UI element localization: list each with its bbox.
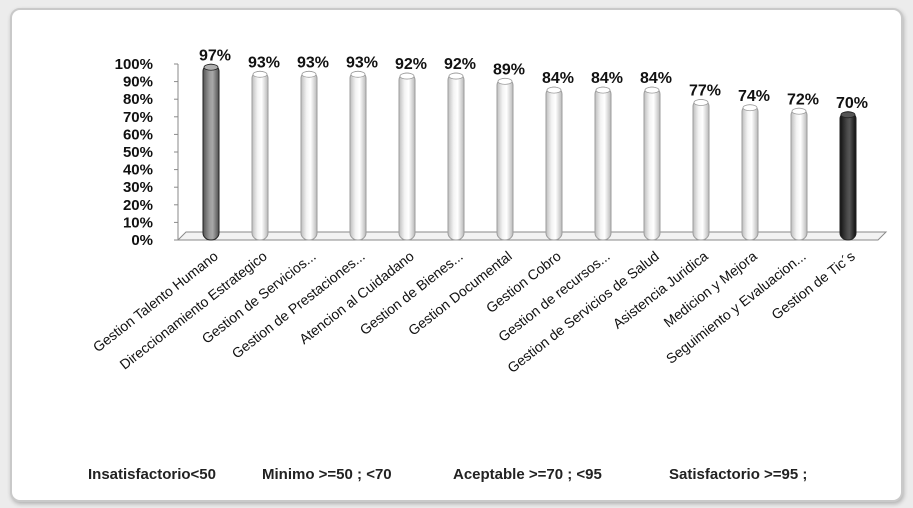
- bar-cap: [595, 86, 611, 94]
- data-label: 84%: [640, 70, 672, 87]
- bar: [643, 86, 661, 241]
- legend-satisfactorio: Satisfactorio >=95 ;: [669, 466, 808, 483]
- bar: [300, 70, 318, 241]
- bar-cap: [203, 63, 219, 71]
- bar-cap: [399, 72, 415, 80]
- y-tick-label: 0%: [131, 232, 153, 249]
- bar: [349, 70, 367, 241]
- y-tick-label: 90%: [123, 74, 153, 91]
- data-label: 74%: [738, 88, 770, 105]
- bar: [202, 63, 220, 241]
- y-tick-label: 100%: [115, 56, 153, 73]
- y-tick-label: 10%: [123, 214, 153, 231]
- y-tick-label: 40%: [123, 162, 153, 179]
- bar: [447, 72, 465, 241]
- bar-cap: [497, 77, 513, 85]
- bar-cap: [791, 107, 807, 115]
- legend-minimo: Minimo >=50 ; <70: [262, 466, 392, 483]
- bar-cap: [448, 72, 464, 80]
- data-label: 72%: [787, 91, 819, 108]
- bar-cap: [840, 111, 856, 119]
- y-tick-label: 30%: [123, 179, 153, 196]
- bar: [790, 107, 808, 241]
- category-label: Gestion de Tic´s: [768, 248, 858, 323]
- data-label: 93%: [297, 54, 329, 71]
- bar-cap: [252, 70, 268, 78]
- legend-aceptable: Aceptable >=70 ; <95: [453, 466, 602, 483]
- data-label: 93%: [248, 54, 280, 71]
- bar-cap: [301, 70, 317, 78]
- data-label: 70%: [836, 95, 868, 112]
- y-tick-label: 70%: [123, 109, 153, 126]
- data-label: 89%: [493, 61, 525, 78]
- bar: [741, 104, 759, 241]
- chart-floor: [176, 231, 888, 241]
- y-tick-label: 80%: [123, 91, 153, 108]
- bar: [839, 111, 857, 241]
- data-label: 92%: [395, 56, 427, 73]
- data-label: 84%: [591, 70, 623, 87]
- bar-cap: [644, 86, 660, 94]
- bar: [496, 77, 514, 241]
- bars: [202, 63, 857, 241]
- bar: [594, 86, 612, 241]
- bar-cap: [742, 104, 758, 112]
- bar-cap: [350, 70, 366, 78]
- legend: Insatisfactorio<50 Minimo >=50 ; <70 Ace…: [0, 466, 913, 488]
- data-label: 92%: [444, 56, 476, 73]
- bar: [251, 70, 269, 241]
- data-label: 77%: [689, 82, 721, 99]
- bar: [692, 98, 710, 241]
- y-tick-label: 20%: [123, 197, 153, 214]
- y-tick-label: 50%: [123, 144, 153, 161]
- data-labels: 97% 93% 93% 93% 92% 92% 89% 84% 84% 84% 77% 74% 72% 7…: [199, 47, 868, 112]
- y-tick-label: 60%: [123, 126, 153, 143]
- bar-cap: [546, 86, 562, 94]
- data-label: 84%: [542, 70, 574, 87]
- bar-cap: [693, 99, 709, 106]
- data-label: 93%: [346, 54, 378, 71]
- legend-insatisfactorio: Insatisfactorio<50: [88, 466, 216, 483]
- data-label: 97%: [199, 47, 231, 64]
- bar: [398, 72, 416, 241]
- bar: [545, 86, 563, 241]
